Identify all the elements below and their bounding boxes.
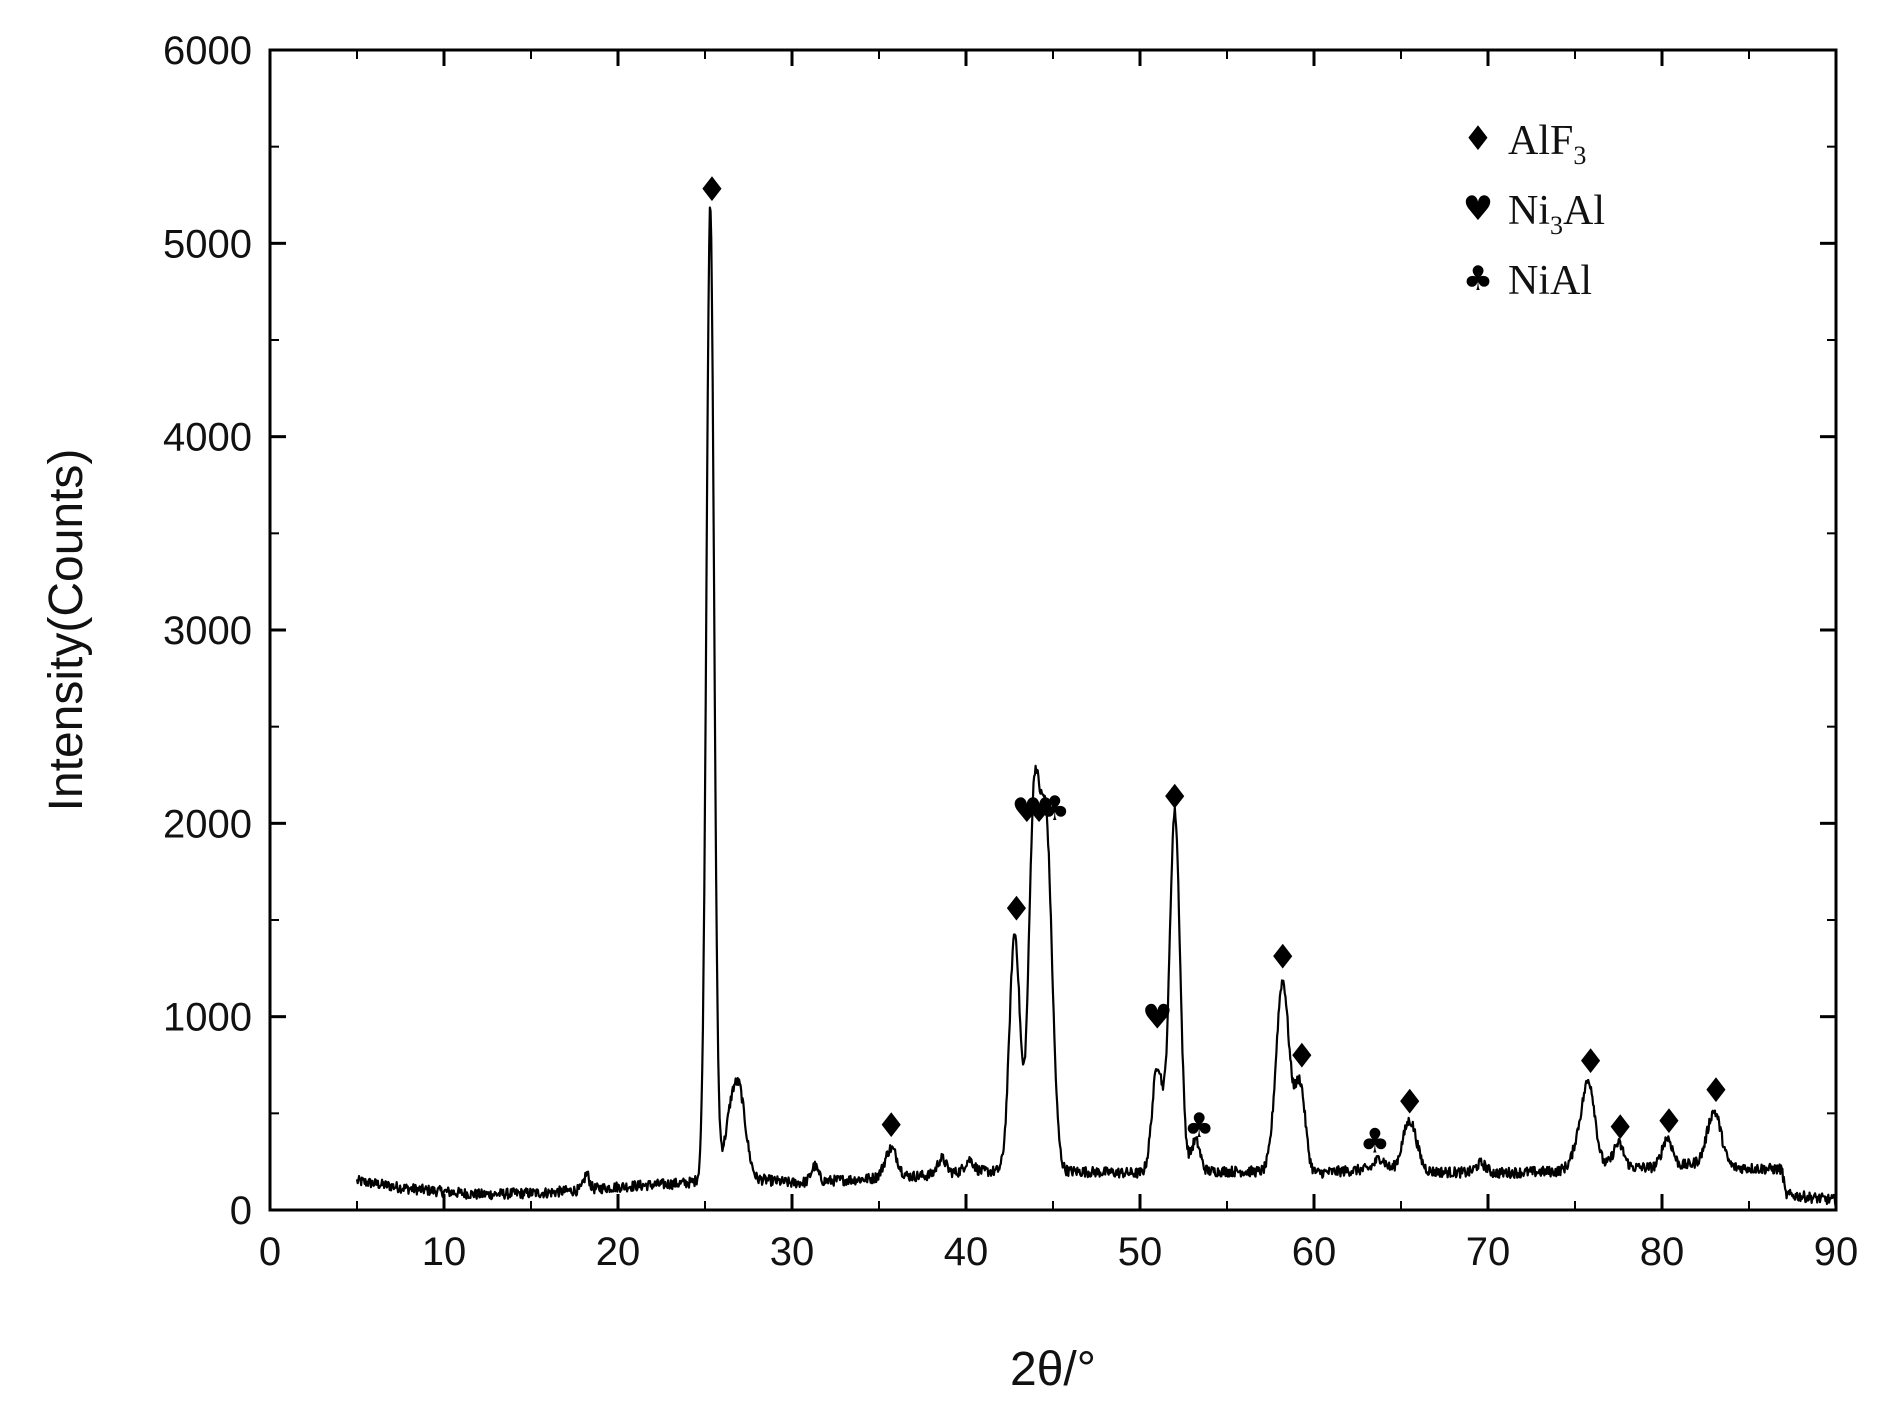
x-tick-label: 10 (422, 1230, 467, 1274)
y-axis-title: Intensity(Counts) (40, 449, 93, 812)
x-tick-label: 50 (1118, 1230, 1163, 1274)
x-tick-label: 60 (1292, 1230, 1337, 1274)
legend-label: NiAl (1508, 258, 1592, 304)
y-tick-label: 4000 (163, 416, 252, 460)
y-tick-label: 2000 (163, 802, 252, 846)
peak-marker: ♦ (1605, 1108, 1635, 1148)
peak-marker: ♦ (1267, 938, 1297, 978)
peak-marker: ♥ (1024, 791, 1054, 831)
xrd-series-line (355, 206, 1837, 1207)
legend-label: Ni3Al (1508, 188, 1605, 240)
peak-markers: ♦♦♦♥♥♣♥♦♣♦♦♣♦♦♦ ♦♦ (697, 170, 1731, 1161)
peak-marker: ♦ (1575, 1042, 1605, 1082)
peak-marker: ♦ (1287, 1036, 1317, 1076)
peak-marker: ♣ (1039, 789, 1069, 829)
y-tick-label: 0 (230, 1189, 252, 1233)
legend: ♦ AlF3 ♥ Ni3Al ♣ NiAl (1463, 118, 1605, 304)
x-tick-label: 40 (944, 1230, 989, 1274)
y-tick-label: 1000 (163, 996, 252, 1040)
y-tick-label: 3000 (163, 609, 252, 653)
x-tick-label: 30 (770, 1230, 815, 1274)
x-axis-ticks: 0 10 20 30 40 50 60 70 80 90 (259, 50, 1858, 1274)
x-tick-label: 80 (1640, 1230, 1685, 1274)
peak-marker: ♦ (1654, 1102, 1684, 1142)
legend-symbol: ♦ (1463, 119, 1493, 159)
peak-marker: ♥ (1012, 791, 1042, 831)
x-tick-label: 0 (259, 1230, 281, 1274)
legend-symbol: ♥ (1463, 189, 1493, 229)
peak-marker: ♥ (1142, 998, 1172, 1038)
peak-marker: ♣ (1184, 1106, 1214, 1146)
series-layer (355, 206, 1837, 1207)
legend-label: AlF3 (1508, 118, 1586, 170)
y-tick-label: 6000 (163, 29, 252, 73)
peak-marker: ♦ (1160, 777, 1190, 817)
y-axis-ticks: 0 1000 2000 3000 4000 5000 6000 (163, 29, 1836, 1233)
legend-symbol: ♣ (1463, 259, 1493, 299)
peak-marker: ♦ (1001, 889, 1031, 929)
x-tick-label: 20 (596, 1230, 641, 1274)
x-tick-label: 90 (1814, 1230, 1859, 1274)
peak-marker: ♦ (697, 170, 727, 210)
peak-marker: ♣ (1360, 1121, 1390, 1161)
peak-marker: ♦ (876, 1106, 906, 1146)
x-axis-title: 2θ/° (1010, 1343, 1096, 1396)
peak-marker: ♦ (1394, 1083, 1424, 1123)
y-tick-label: 5000 (163, 222, 252, 266)
x-tick-label: 70 (1466, 1230, 1511, 1274)
peak-marker: ♦ (1701, 1071, 1731, 1111)
